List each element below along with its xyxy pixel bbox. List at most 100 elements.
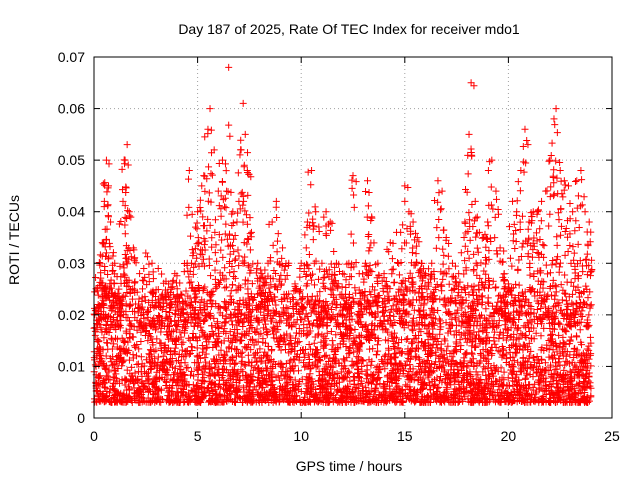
data-point [237,146,245,154]
data-point [245,313,253,321]
data-point [200,318,208,326]
data-point [275,343,283,351]
data-point [206,296,214,304]
data-point [279,387,287,395]
data-point [148,317,156,325]
data-point [379,298,387,306]
data-point [157,316,165,324]
data-point [373,375,381,383]
data-point [463,383,471,391]
data-point [414,377,422,385]
data-point [451,385,459,393]
data-point [244,386,252,394]
data-point [244,235,252,243]
data-point [204,125,212,133]
data-point [578,395,586,403]
data-point [354,347,362,355]
data-point [223,348,231,356]
data-point [122,327,130,335]
data-point [491,366,499,374]
data-point [418,386,426,394]
data-point [215,302,223,310]
data-point [302,332,310,340]
data-point [283,395,291,403]
data-point [309,302,317,310]
data-point [270,293,278,301]
data-point [195,284,203,292]
data-point [428,344,436,352]
data-point [570,282,578,290]
data-point [429,340,437,348]
data-point [389,337,397,345]
data-point [422,364,430,372]
data-point [336,329,344,337]
data-point [286,358,294,366]
data-point [558,296,566,304]
data-point [331,270,339,278]
data-point [322,395,330,403]
data-point [237,136,245,144]
data-point [226,132,234,140]
data-point [171,270,179,278]
data-point [210,314,218,322]
data-point [241,311,249,319]
data-point [158,270,166,278]
data-point [468,333,476,341]
data-point [247,293,255,301]
data-point [559,398,567,406]
data-point [385,350,393,358]
data-point [204,197,212,205]
data-point [326,218,334,226]
data-point [245,358,253,366]
data-point [121,202,129,210]
data-point [312,208,320,216]
data-point [448,315,456,323]
data-point [95,317,103,325]
data-point [259,338,267,346]
data-point [192,223,200,231]
data-point [244,285,252,293]
data-point [269,323,277,331]
data-point [298,346,306,354]
data-point [163,322,171,330]
data-point [358,367,366,375]
data-point [175,393,183,401]
data-point [276,333,284,341]
data-point [198,377,206,385]
data-point [520,322,528,330]
data-point [562,328,570,336]
data-point [398,385,406,393]
data-point [250,383,258,391]
data-point [407,397,415,405]
data-point [336,340,344,348]
data-point [152,373,160,381]
data-point [208,291,216,299]
data-point [576,371,584,379]
data-point [221,160,229,168]
data-point [279,304,287,312]
data-point [423,356,431,364]
data-point [286,340,294,348]
data-point [325,380,333,388]
data-point [475,395,483,403]
data-point [571,390,579,398]
data-point [338,330,346,338]
data-point [566,336,574,344]
data-point [272,373,280,381]
data-point [277,281,285,289]
data-point [158,373,166,381]
data-point [359,387,367,395]
data-point [480,363,488,371]
data-point [187,319,195,327]
data-point [103,339,111,347]
data-point [173,382,181,390]
data-point [242,344,250,352]
data-point [238,348,246,356]
data-point [321,353,329,361]
data-point [239,201,247,209]
data-point [185,166,193,174]
data-point [291,280,299,288]
data-point [201,305,209,313]
data-point [551,359,559,367]
data-point [583,345,591,353]
